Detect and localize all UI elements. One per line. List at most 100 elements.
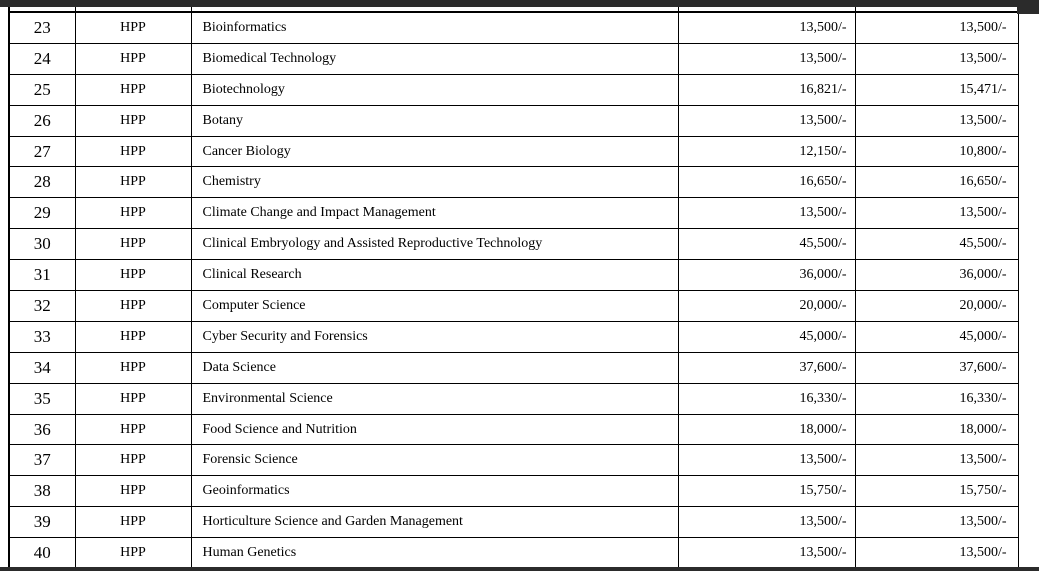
course-name-cell: Data Science	[190, 351, 679, 384]
fee-table-rows: 23 HPP Bioinformatics 13,500/- 13,500/- …	[8, 11, 1019, 570]
fee-amount-1-cell: 18,000/-	[677, 413, 856, 446]
row-number-cell: 39	[8, 506, 76, 539]
program-code-cell: HPP	[74, 104, 192, 137]
table-row: 30 HPP Clinical Embryology and Assisted …	[8, 228, 1019, 261]
table-row: 36 HPP Food Science and Nutrition 18,000…	[8, 413, 1019, 446]
table-row: 31 HPP Clinical Research 36,000/- 36,000…	[8, 259, 1019, 292]
fee-amount-2-cell: 18,000/-	[854, 413, 1019, 446]
course-name-cell: Botany	[190, 104, 679, 137]
row-number-cell: 32	[8, 290, 76, 322]
table-row: 38 HPP Geoinformatics 15,750/- 15,750/-	[8, 475, 1019, 508]
course-name-cell: Cyber Security and Forensics	[190, 320, 679, 353]
viewer-top-right-corner	[1017, 0, 1039, 14]
fee-amount-2-cell: 16,330/-	[854, 382, 1019, 415]
row-number-cell: 33	[8, 320, 76, 353]
fee-amount-1-cell: 13,500/-	[677, 506, 856, 539]
course-name-cell: Biotechnology	[190, 73, 679, 106]
table-row: 32 HPP Computer Science 20,000/- 20,000/…	[8, 290, 1019, 322]
table-row: 39 HPP Horticulture Science and Garden M…	[8, 506, 1019, 539]
program-code-cell: HPP	[74, 259, 192, 292]
fee-amount-2-cell: 13,500/-	[854, 104, 1019, 137]
program-code-cell: HPP	[74, 444, 192, 477]
program-code-cell: HPP	[74, 73, 192, 106]
table-row: 27 HPP Cancer Biology 12,150/- 10,800/-	[8, 135, 1019, 168]
course-name-cell: Geoinformatics	[190, 475, 679, 508]
program-code-cell: HPP	[74, 351, 192, 384]
fee-amount-1-cell: 12,150/-	[677, 135, 856, 168]
program-code-cell: HPP	[74, 290, 192, 322]
program-code-cell: HPP	[74, 382, 192, 415]
fee-amount-2-cell: 37,600/-	[854, 351, 1019, 384]
table-row: 37 HPP Forensic Science 13,500/- 13,500/…	[8, 444, 1019, 477]
fee-amount-2-cell: 15,750/-	[854, 475, 1019, 508]
fee-amount-1-cell: 45,000/-	[677, 320, 856, 353]
course-name-cell: Chemistry	[190, 166, 679, 199]
program-code-cell: HPP	[74, 166, 192, 199]
fee-amount-2-cell: 45,000/-	[854, 320, 1019, 353]
fee-amount-1-cell: 13,500/-	[677, 537, 856, 570]
course-name-cell: Clinical Embryology and Assisted Reprodu…	[190, 228, 679, 261]
fee-amount-1-cell: 20,000/-	[677, 290, 856, 322]
fee-amount-2-cell: 13,500/-	[854, 197, 1019, 230]
fee-amount-2-cell: 15,471/-	[854, 73, 1019, 106]
course-name-cell: Computer Science	[190, 290, 679, 322]
fee-amount-2-cell: 13,500/-	[854, 444, 1019, 477]
course-name-cell: Environmental Science	[190, 382, 679, 415]
fee-amount-1-cell: 16,821/-	[677, 73, 856, 106]
program-code-cell: HPP	[74, 506, 192, 539]
fee-table-body	[8, 7, 1019, 13]
course-name-cell: Climate Change and Impact Management	[190, 197, 679, 230]
program-code-cell: HPP	[74, 42, 192, 75]
fee-table: 23 HPP Bioinformatics 13,500/- 13,500/- …	[8, 7, 1019, 570]
course-name-cell: Bioinformatics	[190, 11, 679, 44]
program-code-cell: HPP	[74, 320, 192, 353]
row-number-cell: 29	[8, 197, 76, 230]
fee-amount-1-cell: 13,500/-	[677, 104, 856, 137]
program-code-cell: HPP	[74, 475, 192, 508]
row-number-cell: 27	[8, 135, 76, 168]
row-number-cell: 36	[8, 413, 76, 446]
table-row: 29 HPP Climate Change and Impact Managem…	[8, 197, 1019, 230]
course-name-cell: Food Science and Nutrition	[190, 413, 679, 446]
row-number-cell: 37	[8, 444, 76, 477]
table-row: 28 HPP Chemistry 16,650/- 16,650/-	[8, 166, 1019, 199]
fee-amount-1-cell: 13,500/-	[677, 444, 856, 477]
fee-amount-2-cell: 13,500/-	[854, 506, 1019, 539]
table-row: 34 HPP Data Science 37,600/- 37,600/-	[8, 351, 1019, 384]
fee-amount-1-cell: 13,500/-	[677, 11, 856, 44]
program-code-cell: HPP	[74, 135, 192, 168]
fee-amount-1-cell: 37,600/-	[677, 351, 856, 384]
course-name-cell: Cancer Biology	[190, 135, 679, 168]
program-code-cell: HPP	[74, 11, 192, 44]
table-row: 40 HPP Human Genetics 13,500/- 13,500/-	[8, 537, 1019, 570]
course-name-cell: Forensic Science	[190, 444, 679, 477]
row-number-cell: 38	[8, 475, 76, 508]
viewer-top-bar	[0, 0, 1039, 7]
row-number-cell: 23	[8, 11, 76, 44]
table-row: 33 HPP Cyber Security and Forensics 45,0…	[8, 320, 1019, 353]
fee-amount-1-cell: 15,750/-	[677, 475, 856, 508]
program-code-cell: HPP	[74, 537, 192, 570]
fee-amount-2-cell: 13,500/-	[854, 42, 1019, 75]
fee-amount-2-cell: 10,800/-	[854, 135, 1019, 168]
fee-amount-2-cell: 13,500/-	[854, 537, 1019, 570]
course-name-cell: Clinical Research	[190, 259, 679, 292]
fee-amount-1-cell: 36,000/-	[677, 259, 856, 292]
table-row: 35 HPP Environmental Science 16,330/- 16…	[8, 382, 1019, 415]
fee-amount-1-cell: 13,500/-	[677, 42, 856, 75]
fee-amount-1-cell: 45,500/-	[677, 228, 856, 261]
clipped-previous-row	[8, 7, 1019, 13]
fee-amount-1-cell: 13,500/-	[677, 197, 856, 230]
course-name-cell: Biomedical Technology	[190, 42, 679, 75]
row-number-cell: 25	[8, 73, 76, 106]
row-number-cell: 28	[8, 166, 76, 199]
row-number-cell: 34	[8, 351, 76, 384]
row-number-cell: 30	[8, 228, 76, 261]
fee-amount-1-cell: 16,330/-	[677, 382, 856, 415]
fee-amount-2-cell: 45,500/-	[854, 228, 1019, 261]
fee-amount-2-cell: 16,650/-	[854, 166, 1019, 199]
table-row: 23 HPP Bioinformatics 13,500/- 13,500/-	[8, 11, 1019, 44]
course-name-cell: Horticulture Science and Garden Manageme…	[190, 506, 679, 539]
viewer-bottom-bar	[0, 567, 1039, 571]
